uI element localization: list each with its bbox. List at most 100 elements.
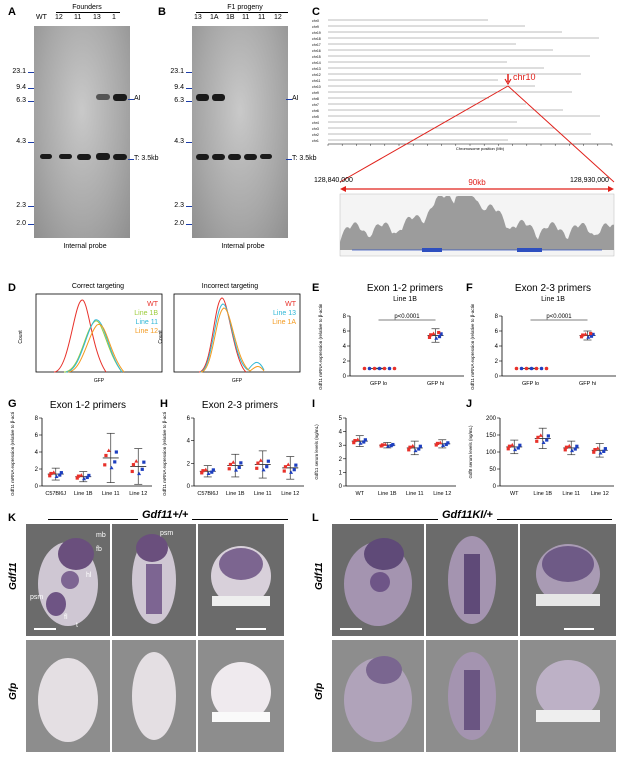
y-tick-label: 8 bbox=[343, 314, 347, 320]
panel-l-gfp-whole-embryo bbox=[332, 640, 424, 752]
data-point bbox=[103, 463, 107, 467]
legend-entry: Line 1B bbox=[134, 310, 158, 317]
y-tick-label: 2 bbox=[339, 457, 343, 463]
data-point bbox=[372, 366, 377, 371]
data-point bbox=[441, 443, 446, 447]
data-point bbox=[82, 476, 87, 481]
data-point bbox=[239, 461, 243, 465]
y-tick-label: 4 bbox=[339, 430, 343, 436]
data-point bbox=[417, 447, 421, 451]
data-point bbox=[294, 463, 298, 467]
panel-c-letter: C bbox=[312, 6, 320, 18]
data-point bbox=[410, 443, 415, 448]
data-point bbox=[362, 366, 367, 371]
panel-l-scale-bar-1 bbox=[340, 628, 362, 630]
marker-label: 2.3 bbox=[16, 202, 26, 209]
x-tick-label: Line 1B bbox=[74, 491, 93, 497]
panel-a-blot bbox=[34, 26, 130, 238]
marker-label: 2.0 bbox=[174, 220, 184, 227]
data-point bbox=[567, 443, 572, 448]
data-point bbox=[355, 437, 360, 441]
x-tick-label: GFP hi bbox=[427, 381, 444, 387]
data-point bbox=[437, 330, 441, 335]
data-point bbox=[113, 460, 117, 464]
panel-e-letter: E bbox=[312, 282, 320, 294]
data-point bbox=[59, 471, 63, 475]
data-point bbox=[513, 447, 518, 452]
data-point bbox=[131, 463, 136, 467]
panel-l-genotype: Gdf11KI/+ bbox=[438, 509, 497, 521]
data-point bbox=[444, 442, 448, 447]
data-point bbox=[106, 448, 111, 453]
data-point bbox=[602, 449, 606, 453]
y-tick-label: 2 bbox=[35, 467, 39, 473]
chrom-label: chrX bbox=[312, 19, 320, 23]
x-tick-label: WT bbox=[355, 491, 364, 497]
y-tick-label: 2 bbox=[343, 359, 347, 365]
x-tick-label: Line 12 bbox=[433, 491, 451, 497]
panel-j-letter: J bbox=[466, 398, 473, 410]
panel-k-genotype: Gdf11+/+ bbox=[138, 509, 193, 521]
data-point bbox=[104, 453, 108, 458]
panel-c-highlight: chr10 bbox=[513, 72, 536, 82]
data-point bbox=[137, 471, 142, 476]
data-point bbox=[429, 333, 433, 337]
panel-a-lane-labels: WT 12 11 13 1 bbox=[32, 14, 132, 24]
data-point bbox=[570, 448, 575, 453]
data-point bbox=[206, 471, 211, 476]
data-point bbox=[49, 471, 53, 476]
y-tick-label: 4 bbox=[35, 450, 39, 456]
data-point bbox=[289, 470, 294, 474]
data-point bbox=[261, 467, 266, 472]
data-point bbox=[140, 467, 144, 471]
y-tick-label: 6 bbox=[343, 329, 347, 335]
panel-f-chart: 0 2 4 6 8 Gdf11 mRNA expression (relative to … bbox=[470, 304, 616, 390]
panel-l-row-label-gfp: Gfp bbox=[314, 682, 325, 700]
data-point bbox=[142, 460, 146, 464]
y-axis-label: Gdf11 mRNA expression (relative to β-act… bbox=[162, 412, 167, 496]
data-point bbox=[54, 474, 59, 478]
panel-k-letter: K bbox=[8, 512, 16, 524]
panel-a-letter: A bbox=[8, 6, 16, 18]
data-point bbox=[514, 366, 519, 371]
panel-b-band-t: T: 3.5kb bbox=[292, 155, 317, 162]
y-tick-label: 6 bbox=[187, 416, 191, 422]
data-point bbox=[524, 366, 529, 371]
panel-l-scale-bar-2 bbox=[564, 628, 594, 630]
panel-l-gdf11-dorsal-embryo bbox=[426, 524, 518, 636]
lane-label: 11 bbox=[74, 14, 82, 21]
chrom-label: chr9 bbox=[312, 25, 319, 29]
data-point bbox=[282, 469, 286, 473]
marker-label: 9.4 bbox=[16, 84, 26, 91]
data-point bbox=[392, 366, 397, 371]
panel-b-lane-labels: 13 1A 1B 11 11 12 bbox=[190, 14, 290, 24]
panel-l-row-label-gdf11: Gdf11 bbox=[314, 562, 325, 590]
data-point bbox=[363, 438, 367, 442]
y-tick-label: 8 bbox=[495, 314, 499, 320]
data-point bbox=[586, 335, 591, 339]
chrom-label: chr9 bbox=[312, 91, 319, 95]
panel-b-blot bbox=[192, 26, 288, 238]
data-point bbox=[75, 476, 79, 480]
panel-l-letter: L bbox=[312, 512, 319, 524]
data-point bbox=[603, 447, 607, 451]
y-tick-label: 6 bbox=[35, 433, 39, 439]
y-tick-label: 4 bbox=[187, 439, 191, 445]
data-point bbox=[446, 441, 450, 445]
lane-label: 12 bbox=[274, 14, 282, 21]
data-point bbox=[434, 336, 439, 340]
data-point bbox=[358, 441, 363, 445]
data-point bbox=[382, 366, 387, 371]
data-point bbox=[237, 465, 241, 470]
data-point bbox=[386, 444, 391, 448]
data-point bbox=[87, 473, 91, 478]
y-tick-label: 8 bbox=[35, 416, 39, 422]
panel-b-header: F1 progeny bbox=[227, 4, 263, 11]
panel-f-subtitle: Line 1B bbox=[541, 296, 565, 303]
panel-k-row-label-gdf11: Gdf11 bbox=[8, 562, 19, 590]
y-tick-label: 150 bbox=[486, 433, 497, 439]
data-point bbox=[379, 444, 383, 448]
chrom-label: chr14 bbox=[312, 61, 321, 65]
x-tick-label: Line 1B bbox=[533, 491, 552, 497]
data-point bbox=[437, 334, 442, 339]
